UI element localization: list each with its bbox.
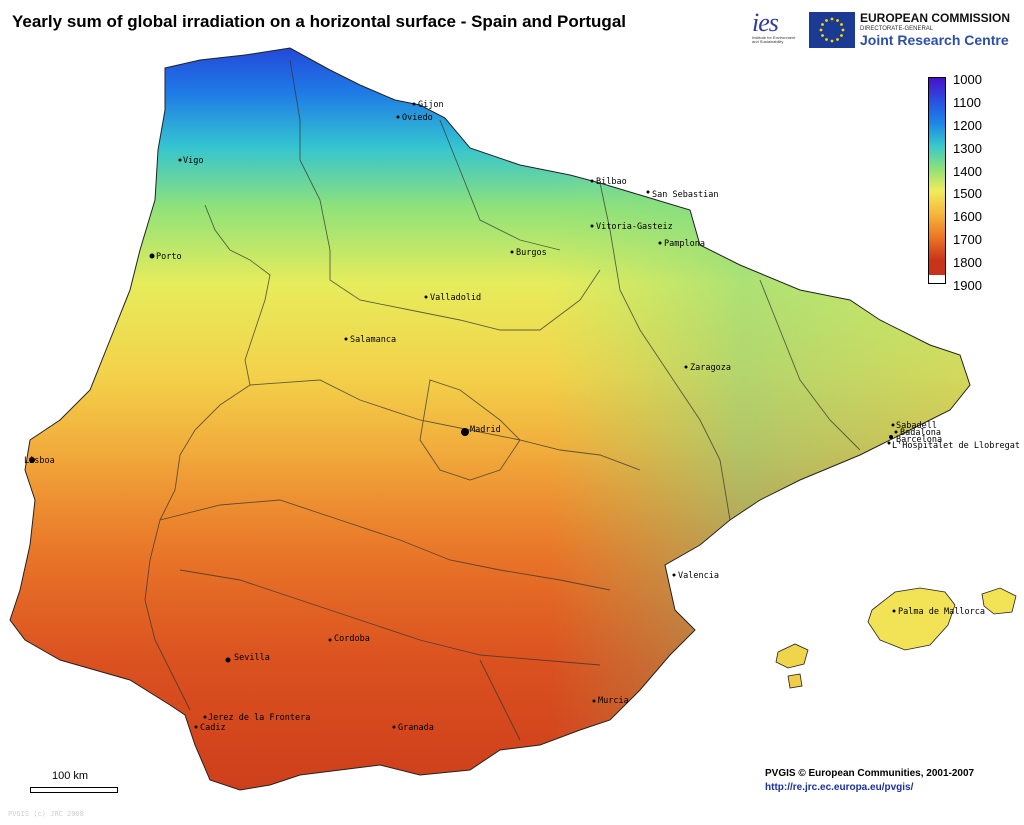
city-label: Bilbao [596,177,627,187]
city-label: Badalona [900,428,941,438]
ec-line3: Joint Research Centre [860,32,1009,48]
city-label: Sevilla [234,653,270,663]
city-label: Sabadell [896,421,937,431]
ies-logo-subtitle: Institute for Environment and Sustainabi… [752,35,796,44]
pvgis-link[interactable]: http://re.jrc.ec.europa.eu/pvgis/ [765,782,914,793]
city-label: Madrid [470,425,501,435]
city-label: Barcelona [896,435,942,445]
balearic-islands [775,587,1017,689]
watermark: PVGIS (c) JRC 2008 [8,810,84,818]
city-label: Valladolid [430,293,481,303]
legend-label: 1600 [953,209,982,225]
city-label: Cordoba [334,634,370,644]
ies-logo: ies Institute for Environment and Sustai… [752,10,800,50]
city-markers: Gijon Oviedo Vigo Bilbao San Sebastian V… [24,100,1020,733]
city-label: Zaragoza [690,363,731,373]
legend-label: 1100 [953,94,981,110]
legend-label: 1400 [953,163,982,179]
map-title: Yearly sum of global irradiation on a ho… [12,12,626,31]
city-label: Vigo [183,156,203,166]
city-label: Oviedo [402,113,433,123]
legend-color-bar [928,77,946,284]
city-label: Granada [398,723,434,733]
city-label: Gijon [418,100,444,110]
legend-label: 1000 [953,72,982,87]
scale-label: 100 km [52,770,89,782]
city-label: San Sebastian [652,190,719,200]
eu-flag-icon [809,12,855,48]
coastline [9,47,971,791]
city-label: Pamplona [664,239,705,249]
legend-labels: 1000 1100 1200 1300 1400 1500 1600 1700 … [953,72,982,301]
city-label: Vitoria-Gasteiz [596,222,673,232]
legend-label: 1800 [953,255,982,271]
scale-bar [30,787,118,793]
legend-label: 1200 [953,117,982,133]
ec-line2: DIRECTORATE-GENERAL [860,26,934,32]
city-label: Lisboa [24,456,55,466]
city-label: L'Hospitalet de Llobregat [892,441,1020,451]
legend-label: 1900 [953,278,982,294]
city-label: Jerez de la Frontera [208,713,310,723]
ies-logo-text: ies [752,8,779,37]
city-label: Murcia [598,696,629,706]
ec-logo-text: EUROPEAN COMMISSION DIRECTORATE-GENERAL … [860,11,1010,48]
legend-label: 1300 [953,140,982,156]
city-label: Burgos [516,248,547,258]
city-label: Cadiz [200,723,226,733]
ec-line1: EUROPEAN COMMISSION [860,11,1011,25]
credit-text: PVGIS © European Communities, 2001-2007 [765,768,975,779]
legend-label: 1700 [953,232,982,248]
region-borders [144,59,861,741]
city-label: Palma de Mallorca [898,607,985,617]
city-label: Salamanca [350,335,396,345]
legend-label: 1500 [953,186,982,202]
city-label: Valencia [678,571,719,581]
city-label: Porto [156,252,182,262]
